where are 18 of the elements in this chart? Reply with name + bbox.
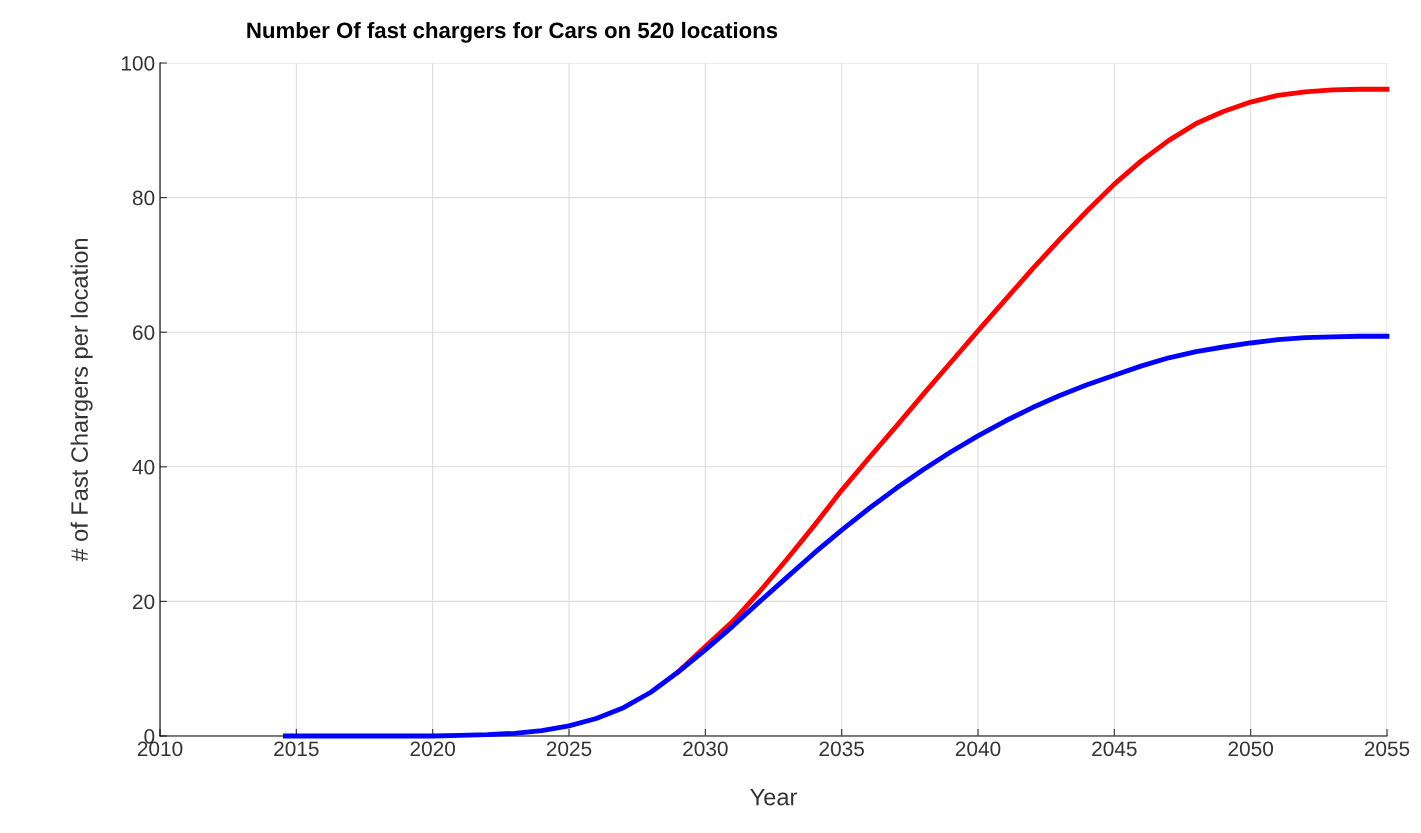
y-tick-label: 20: [133, 594, 155, 610]
x-tick-label: 2035: [819, 741, 864, 757]
x-tick-label: 2025: [546, 741, 592, 757]
y-axis-title: # of Fast Chargers per location: [70, 238, 93, 562]
x-tick-label: 2045: [1092, 741, 1137, 757]
y-tick-label: 60: [133, 325, 155, 340]
y-tick-label: 40: [132, 459, 155, 475]
x-tick-label: 2020: [410, 741, 456, 757]
x-tick-label: 2055: [1364, 741, 1410, 757]
x-tick-label: 2030: [683, 741, 728, 757]
line-series: [283, 333, 1390, 739]
x-axis-title: Year: [750, 788, 797, 806]
chart-title: Number Of fast chargers for Cars on 520 locations: [247, 21, 778, 43]
x-tick-label: 2050: [1228, 741, 1274, 757]
x-tick-label: 2015: [274, 741, 319, 757]
x-tick-label: 2040: [955, 741, 1001, 757]
y-tick-label: 100: [121, 56, 155, 71]
y-tick-label: 80: [132, 190, 155, 206]
